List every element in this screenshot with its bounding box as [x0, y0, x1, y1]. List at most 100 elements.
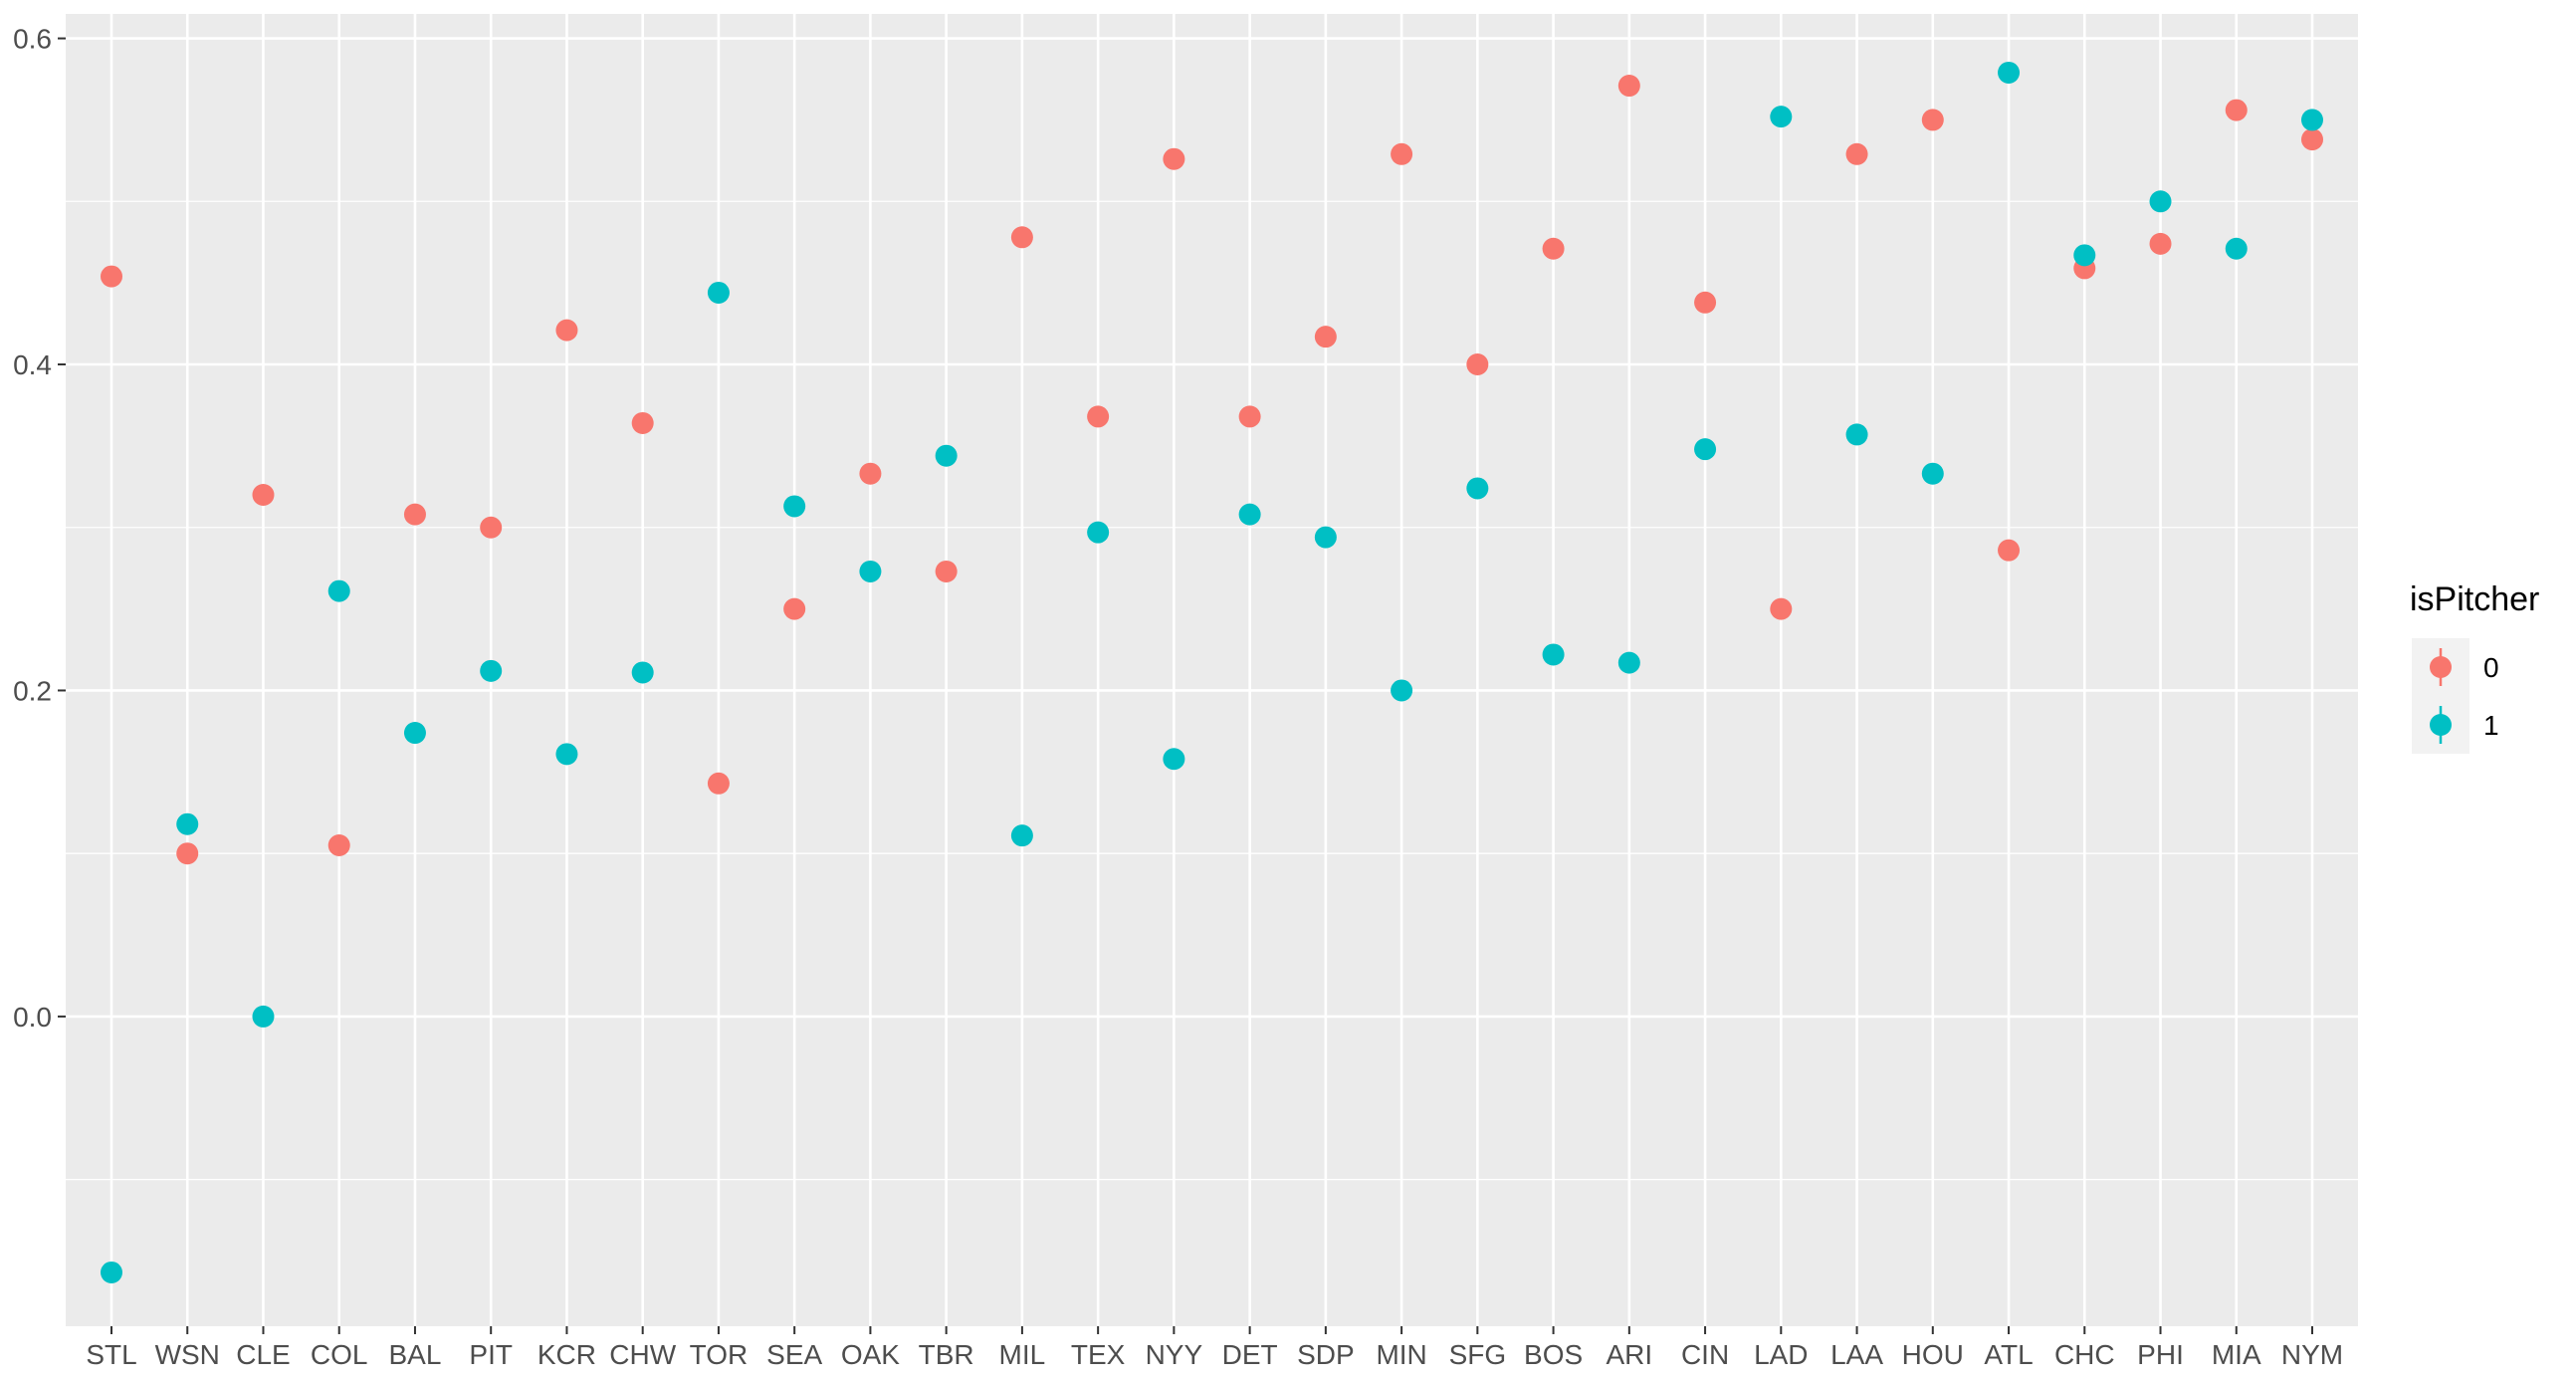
minor-gridlines	[66, 200, 2358, 1181]
x-tick-label-nyy: NYY	[1146, 1339, 1203, 1370]
point-0-mil	[1010, 226, 1033, 249]
x-tick-label-chc: CHC	[2054, 1339, 2115, 1370]
point-0-mia	[2225, 99, 2248, 121]
legend-label-1: 1	[2483, 710, 2499, 741]
x-tick-label-stl: STL	[86, 1339, 136, 1370]
point-1-ari	[1617, 651, 1640, 674]
point-0-cle	[252, 483, 275, 506]
point-0-sdp	[1314, 326, 1337, 348]
point-0-nyy	[1163, 147, 1185, 170]
x-tick-label-lad: LAD	[1754, 1339, 1808, 1370]
point-0-bal	[403, 503, 426, 526]
point-1-col	[327, 579, 350, 602]
point-1-sfg	[1466, 477, 1489, 500]
point-1-atl	[1998, 61, 2021, 84]
x-tick-label-tor: TOR	[690, 1339, 749, 1370]
point-1-hou	[1921, 462, 1944, 485]
point-0-pit	[480, 516, 503, 539]
point-1-oak	[859, 560, 882, 582]
point-1-chw	[631, 661, 654, 684]
point-1-bal	[403, 722, 426, 745]
x-tick-label-hou: HOU	[1902, 1339, 1964, 1370]
point-1-tbr	[935, 444, 958, 467]
point-0-bos	[1542, 237, 1565, 260]
point-1-chc	[2073, 244, 2096, 267]
point-1-wsn	[176, 812, 199, 835]
x-tick-label-atl: ATL	[1984, 1339, 2033, 1370]
x-tick-label-min: MIN	[1376, 1339, 1426, 1370]
point-1-tor	[707, 281, 730, 304]
x-tick-label-pit: PIT	[469, 1339, 513, 1370]
point-1-pit	[480, 659, 503, 682]
legend: isPitcher 01	[2410, 580, 2539, 754]
point-1-tex	[1087, 521, 1110, 544]
point-1-det	[1238, 503, 1261, 526]
point-0-laa	[1845, 142, 1868, 165]
legend-key-dot-1	[2430, 714, 2452, 736]
y-axis: 0.0 0.2 0.4 0.6	[13, 24, 66, 1033]
x-tick-label-det: DET	[1222, 1339, 1278, 1370]
point-0-det	[1238, 405, 1261, 428]
x-tick-label-kcr: KCR	[537, 1339, 596, 1370]
point-1-laa	[1845, 423, 1868, 446]
x-tick-label-sdp: SDP	[1297, 1339, 1355, 1370]
point-1-mia	[2225, 237, 2248, 260]
point-1-lad	[1770, 106, 1793, 128]
point-1-sdp	[1314, 526, 1337, 549]
point-0-lad	[1770, 597, 1793, 620]
legend-title: isPitcher	[2410, 580, 2539, 618]
x-tick-label-mia: MIA	[2212, 1339, 2261, 1370]
point-1-mil	[1010, 824, 1033, 847]
x-axis: STL WSN CLE COL BAL PIT KCR CHW TOR SEA OAK TBR MIL T…	[86, 1326, 2343, 1370]
point-0-phi	[2149, 232, 2172, 255]
point-0-oak	[859, 462, 882, 485]
point-0-col	[327, 834, 350, 857]
y-tick-label: 0.2	[13, 675, 52, 706]
x-tick-label-laa: LAA	[1830, 1339, 1883, 1370]
point-1-nym	[2301, 109, 2323, 131]
point-0-stl	[101, 265, 122, 288]
x-tick-label-wsn: WSN	[155, 1339, 220, 1370]
point-1-stl	[101, 1261, 122, 1283]
panel-background	[66, 14, 2358, 1326]
point-0-min	[1391, 142, 1413, 165]
legend-keys: 01	[2412, 638, 2499, 754]
x-tick-label-col: COL	[311, 1339, 368, 1370]
x-tick-label-tex: TEX	[1071, 1339, 1126, 1370]
point-1-sea	[783, 495, 806, 518]
point-0-tbr	[935, 560, 958, 582]
x-tick-label-chw: CHW	[609, 1339, 676, 1370]
y-tick-label: 0.0	[13, 1002, 52, 1033]
point-1-min	[1391, 679, 1413, 702]
point-0-sfg	[1466, 353, 1489, 376]
point-0-kcr	[555, 319, 578, 342]
legend-key-dot-0	[2430, 656, 2452, 678]
x-tick-label-oak: OAK	[841, 1339, 900, 1370]
x-tick-label-mil: MIL	[999, 1339, 1046, 1370]
point-1-cle	[252, 1005, 275, 1028]
point-0-wsn	[176, 842, 199, 865]
point-0-sea	[783, 597, 806, 620]
point-1-phi	[2149, 190, 2172, 213]
x-tick-label-cle: CLE	[236, 1339, 290, 1370]
point-0-chw	[631, 411, 654, 434]
x-tick-label-tbr: TBR	[919, 1339, 974, 1370]
x-tick-label-phi: PHI	[2137, 1339, 2184, 1370]
legend-label-0: 0	[2483, 652, 2499, 683]
point-0-atl	[1998, 539, 2021, 562]
point-1-bos	[1542, 643, 1565, 666]
point-0-tex	[1087, 405, 1110, 428]
point-1-nyy	[1163, 748, 1185, 771]
x-tick-label-sea: SEA	[766, 1339, 822, 1370]
x-tick-label-nym: NYM	[2281, 1339, 2343, 1370]
x-tick-label-cin: CIN	[1681, 1339, 1729, 1370]
y-tick-label: 0.6	[13, 24, 52, 55]
y-tick-label: 0.4	[13, 349, 52, 380]
point-0-hou	[1921, 109, 1944, 131]
x-tick-label-bal: BAL	[388, 1339, 441, 1370]
point-0-nym	[2301, 128, 2323, 151]
point-0-ari	[1617, 75, 1640, 98]
point-0-cin	[1694, 291, 1717, 314]
